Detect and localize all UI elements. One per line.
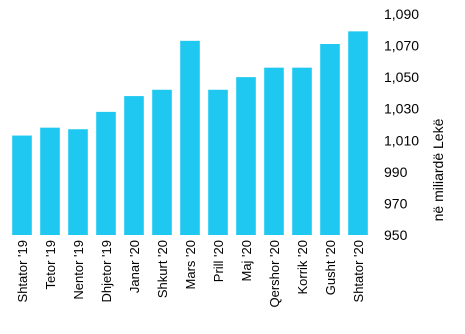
y-tick-label-2: 990: [384, 164, 408, 180]
bar-7: [208, 89, 228, 236]
x-tick-label-6: Mars '20: [183, 240, 198, 289]
bar-8: [236, 77, 256, 235]
y-tick-label-5: 1,050: [384, 69, 419, 85]
x-tick-label-12: Shtator '20: [351, 240, 366, 302]
bar-12: [348, 31, 368, 235]
y-tick-label-0: 950: [384, 227, 408, 243]
bar-0: [12, 135, 32, 235]
bar-1: [40, 127, 60, 235]
y-axis-ticks: 950 970 990 1,010 1,030 1,050 1,070 1,090: [384, 6, 419, 243]
x-tick-label-8: Maj '20: [239, 240, 254, 282]
x-tick-label-1: Tetor '19: [43, 240, 58, 289]
bars-group: [12, 31, 368, 236]
bar-3: [96, 111, 116, 235]
y-tick-label-6: 1,070: [384, 38, 419, 54]
x-tick-label-4: Janar '20: [127, 240, 142, 293]
y-tick-label-7: 1,090: [384, 6, 419, 22]
bar-11: [320, 43, 340, 235]
x-tick-label-9: Qershor '20: [267, 240, 282, 308]
x-tick-label-3: Dhjetor '19: [99, 240, 114, 302]
bar-2: [68, 129, 88, 235]
y-tick-label-4: 1,030: [384, 101, 419, 117]
y-axis-label: në miliardë Lekë: [430, 118, 446, 221]
bar-5: [152, 89, 172, 236]
bar-9: [264, 67, 284, 235]
x-tick-label-7: Prill '20: [211, 240, 226, 282]
x-tick-label-11: Gusht '20: [323, 240, 338, 295]
bar-4: [124, 96, 144, 235]
bar-10: [292, 67, 312, 235]
x-tick-label-2: Nentor '19: [71, 240, 86, 300]
y-tick-label-3: 1,010: [384, 132, 419, 148]
x-tick-label-0: Shtator '19: [15, 240, 30, 302]
x-axis-ticks: Shtator '19 Tetor '19 Nentor '19 Dhjetor '1…: [15, 240, 366, 308]
x-tick-label-10: Korrik '20: [295, 240, 310, 295]
x-tick-label-5: Shkurt '20: [155, 240, 170, 298]
y-tick-label-1: 970: [384, 195, 408, 211]
bar-6: [180, 40, 200, 236]
